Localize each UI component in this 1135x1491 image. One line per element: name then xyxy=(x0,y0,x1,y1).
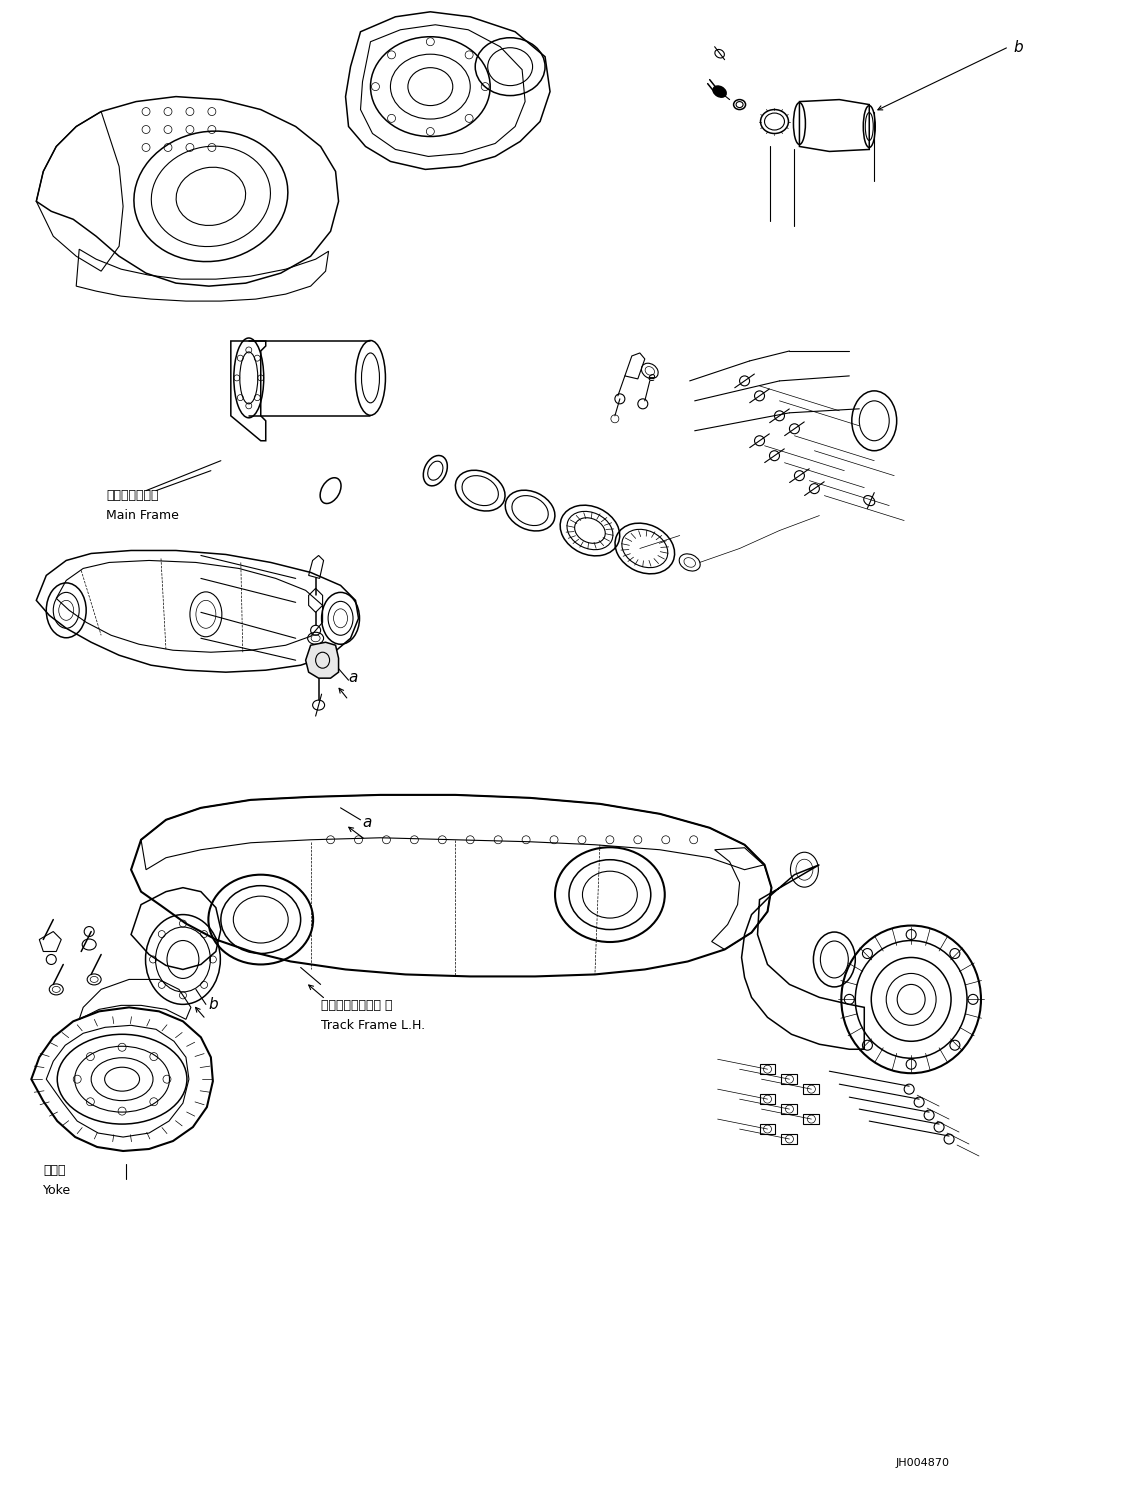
Text: JH004870: JH004870 xyxy=(896,1458,949,1469)
Text: b: b xyxy=(209,997,219,1012)
Text: ヨーク: ヨーク xyxy=(43,1164,66,1176)
Text: e: e xyxy=(648,371,656,383)
Text: a: a xyxy=(348,669,358,686)
Ellipse shape xyxy=(713,86,726,97)
Text: Track Frame L.H.: Track Frame L.H. xyxy=(320,1020,424,1032)
Text: トラックフレーム 左: トラックフレーム 左 xyxy=(320,999,392,1012)
Text: a: a xyxy=(362,814,372,830)
Polygon shape xyxy=(305,643,338,678)
Text: b: b xyxy=(1014,40,1024,55)
Text: Main Frame: Main Frame xyxy=(107,508,179,522)
Text: メインフレーム: メインフレーム xyxy=(107,489,159,501)
Text: Yoke: Yoke xyxy=(43,1184,72,1197)
